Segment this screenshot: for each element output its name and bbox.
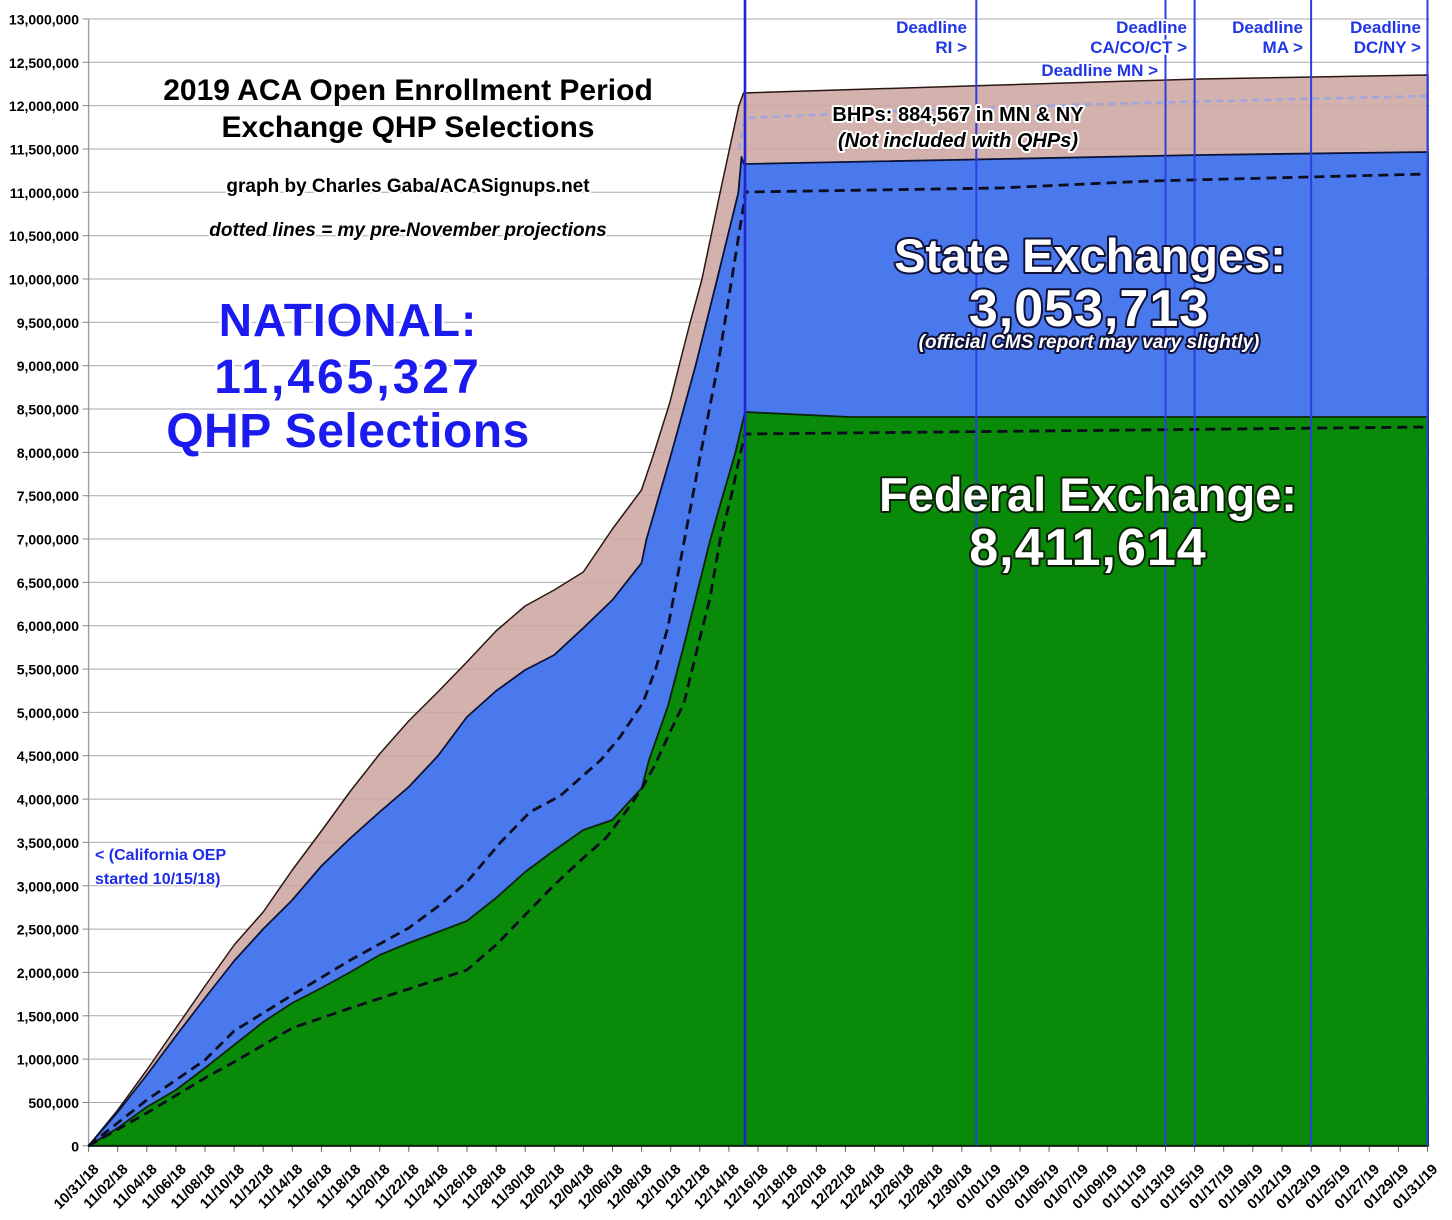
- svg-text:6,500,000: 6,500,000: [17, 575, 79, 591]
- svg-text:Deadline: Deadline: [1232, 18, 1303, 37]
- svg-text:4,500,000: 4,500,000: [17, 748, 79, 764]
- svg-text:12,500,000: 12,500,000: [9, 55, 79, 71]
- svg-text:13,000,000: 13,000,000: [9, 12, 79, 28]
- svg-text:DC/NY >: DC/NY >: [1354, 38, 1421, 57]
- svg-text:CA/CO/CT >: CA/CO/CT >: [1090, 38, 1187, 57]
- svg-text:5,000,000: 5,000,000: [17, 705, 79, 721]
- svg-text:7,500,000: 7,500,000: [17, 488, 79, 504]
- svg-text:1,500,000: 1,500,000: [17, 1008, 79, 1024]
- svg-text:Federal Exchange:: Federal Exchange:: [879, 468, 1297, 521]
- svg-text:BHPs: 884,567 in MN & NY: BHPs: 884,567 in MN & NY: [832, 104, 1084, 126]
- svg-text:Deadline: Deadline: [1116, 18, 1187, 37]
- svg-text:Exchange QHP Selections: Exchange QHP Selections: [222, 111, 595, 144]
- svg-text:NATIONAL:: NATIONAL:: [219, 294, 478, 346]
- svg-text:2019 ACA Open Enrollment Perio: 2019 ACA Open Enrollment Period: [163, 74, 653, 107]
- svg-text:Deadline: Deadline: [1350, 18, 1421, 37]
- svg-text:8,411,614: 8,411,614: [969, 519, 1206, 577]
- svg-text:(official CMS report may vary: (official CMS report may vary slightly): [919, 332, 1260, 353]
- svg-text:12,000,000: 12,000,000: [9, 98, 79, 114]
- svg-text:5,500,000: 5,500,000: [17, 662, 79, 678]
- svg-text:10,000,000: 10,000,000: [9, 272, 79, 288]
- svg-text:dotted lines = my pre-November: dotted lines = my pre-November projectio…: [209, 220, 607, 241]
- svg-text:6,000,000: 6,000,000: [17, 618, 79, 634]
- svg-text:State Exchanges:: State Exchanges:: [894, 229, 1286, 282]
- svg-text:7,000,000: 7,000,000: [17, 532, 79, 548]
- svg-text:9,000,000: 9,000,000: [17, 358, 79, 374]
- svg-text:8,000,000: 8,000,000: [17, 445, 79, 461]
- svg-text:(Not included with QHPs): (Not included with QHPs): [838, 130, 1078, 152]
- svg-text:500,000: 500,000: [28, 1095, 79, 1111]
- svg-text:4,000,000: 4,000,000: [17, 792, 79, 808]
- svg-text:11,500,000: 11,500,000: [10, 142, 80, 158]
- svg-text:RI >: RI >: [935, 38, 967, 57]
- svg-text:10,500,000: 10,500,000: [9, 228, 79, 244]
- svg-text:graph by Charles Gaba/ACASignu: graph by Charles Gaba/ACASignups.net: [226, 176, 590, 197]
- svg-text:0: 0: [71, 1138, 79, 1154]
- svg-text:Deadline: Deadline: [896, 18, 967, 37]
- svg-text:1,000,000: 1,000,000: [17, 1052, 79, 1068]
- svg-text:3,000,000: 3,000,000: [17, 878, 79, 894]
- svg-text:started 10/15/18): started 10/15/18): [95, 871, 220, 888]
- svg-text:3,500,000: 3,500,000: [17, 835, 79, 851]
- svg-text:11,000,000: 11,000,000: [10, 185, 80, 201]
- svg-text:9,500,000: 9,500,000: [17, 315, 79, 331]
- svg-text:2,500,000: 2,500,000: [17, 922, 79, 938]
- svg-text:MA >: MA >: [1263, 38, 1304, 57]
- svg-text:< (California OEP: < (California OEP: [95, 847, 226, 864]
- svg-text:8,500,000: 8,500,000: [17, 402, 79, 418]
- svg-text:QHP Selections: QHP Selections: [166, 405, 530, 458]
- svg-text:Deadline MN >: Deadline MN >: [1041, 61, 1158, 80]
- svg-text:11,465,327: 11,465,327: [214, 351, 482, 404]
- svg-text:3,053,713: 3,053,713: [969, 280, 1209, 338]
- svg-text:2,000,000: 2,000,000: [17, 965, 79, 981]
